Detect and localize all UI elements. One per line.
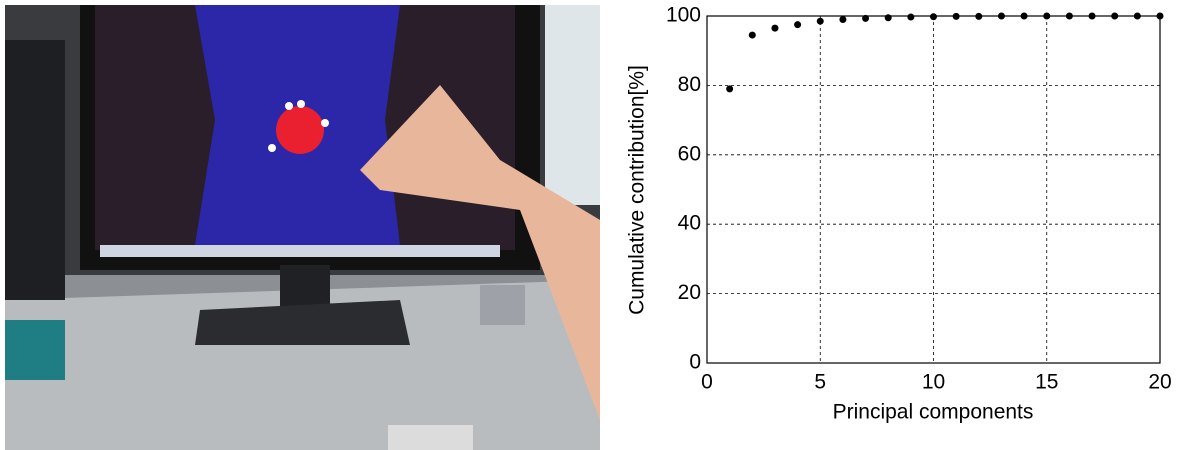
side-window [545,5,600,205]
point [726,85,733,92]
sensor [388,425,473,450]
y-tick-label: 20 [678,281,701,304]
y-tick-label: 80 [678,73,701,96]
point [998,13,1005,20]
y-tick-label: 60 [678,142,701,165]
point [1111,13,1118,20]
point [975,13,982,20]
y-tick-label: 0 [689,351,701,374]
photo [5,5,600,450]
x-tick-label: 20 [1148,371,1171,394]
point [839,16,846,23]
point [1157,13,1164,20]
point [1066,13,1073,20]
x-tick-label: 0 [701,371,713,394]
finger-dot [285,102,293,110]
point [885,14,892,21]
point [817,18,824,25]
x-tick-label: 5 [814,371,826,394]
point [862,15,869,22]
point [749,32,756,39]
point [794,21,801,28]
x-tick-label: 15 [1035,371,1058,394]
point [1089,13,1096,20]
point [953,13,960,20]
point [907,14,914,21]
point [930,13,937,20]
finger-dot [321,119,329,127]
finger-dot [297,100,305,108]
y-axis-label: Cumulative contribution[%] [626,65,649,315]
point [771,25,778,32]
point [1021,13,1028,20]
y-tick-label: 100 [666,4,701,27]
speaker [5,40,65,300]
y-tick-label: 40 [678,212,701,235]
x-tick-label: 10 [922,371,945,394]
point [1134,13,1141,20]
taskbar [100,245,500,257]
cloth [5,320,65,380]
finger-dot [268,144,276,152]
point [1043,13,1050,20]
device [480,285,525,325]
x-axis-label: Principal components [833,401,1034,424]
figure: Cumulative contribution[%] Principal com… [0,0,1183,450]
red-sphere [276,106,324,154]
